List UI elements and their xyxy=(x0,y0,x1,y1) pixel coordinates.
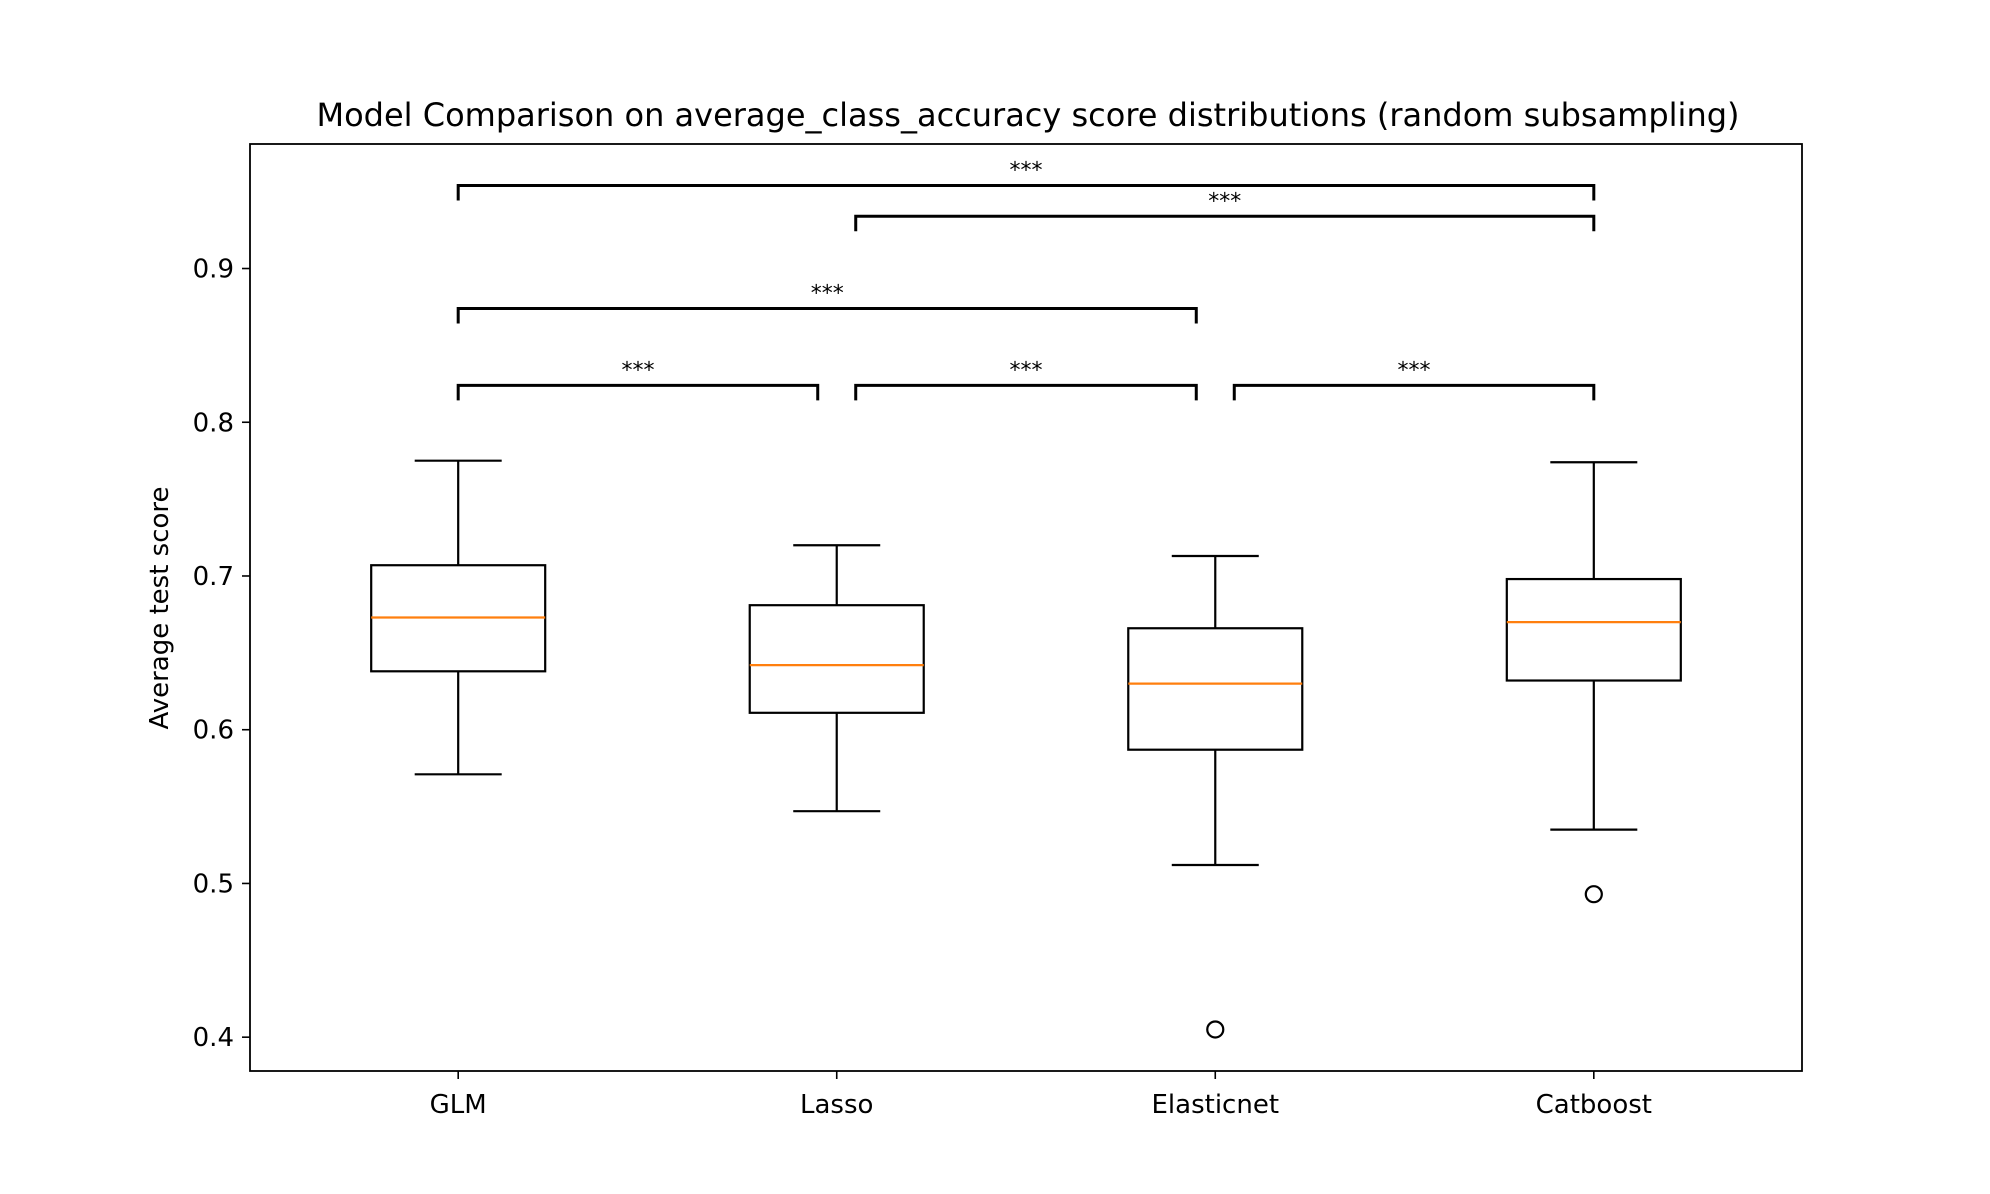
y-tick-label: 0.6 xyxy=(193,716,234,746)
significance-label: *** xyxy=(1208,189,1241,214)
plot-area: 0.4 0.5 0.6 0.7 0.8 0.9 GLM Lasso Elasticnet Catb… xyxy=(193,143,1803,1120)
box-iqr xyxy=(1505,577,1682,682)
significance-bracket xyxy=(456,306,1198,324)
significance-label: *** xyxy=(1010,159,1043,184)
significance-label: *** xyxy=(621,358,654,383)
significance-bracket xyxy=(1232,383,1596,401)
box-iqr xyxy=(1127,627,1304,751)
axes-frame xyxy=(249,143,1803,1072)
significance-label: *** xyxy=(1010,358,1043,383)
significance-label: *** xyxy=(1398,358,1431,383)
x-tick-label: Lasso xyxy=(800,1090,873,1120)
significance-label: *** xyxy=(811,281,844,306)
y-tick-label: 0.5 xyxy=(193,869,234,899)
y-axis-label: Average test score xyxy=(145,486,175,729)
box-iqr xyxy=(748,604,925,714)
y-tick-label: 0.9 xyxy=(193,255,234,285)
significance-bracket xyxy=(456,184,1596,201)
significance-bracket xyxy=(854,214,1596,232)
significance-bracket xyxy=(854,383,1198,401)
x-tick-label: Elasticnet xyxy=(1152,1090,1280,1120)
significance-bracket xyxy=(456,383,820,401)
y-tick-label: 0.4 xyxy=(193,1023,234,1053)
y-tick-label: 0.8 xyxy=(193,408,234,438)
y-tick-label: 0.7 xyxy=(193,562,234,592)
chart-title: Model Comparison on average_class_accura… xyxy=(316,96,1739,134)
outlier-point xyxy=(1206,1020,1225,1039)
x-tick-label: Catboost xyxy=(1536,1090,1652,1120)
x-tick-label: GLM xyxy=(430,1090,487,1120)
outlier-point xyxy=(1584,885,1603,904)
